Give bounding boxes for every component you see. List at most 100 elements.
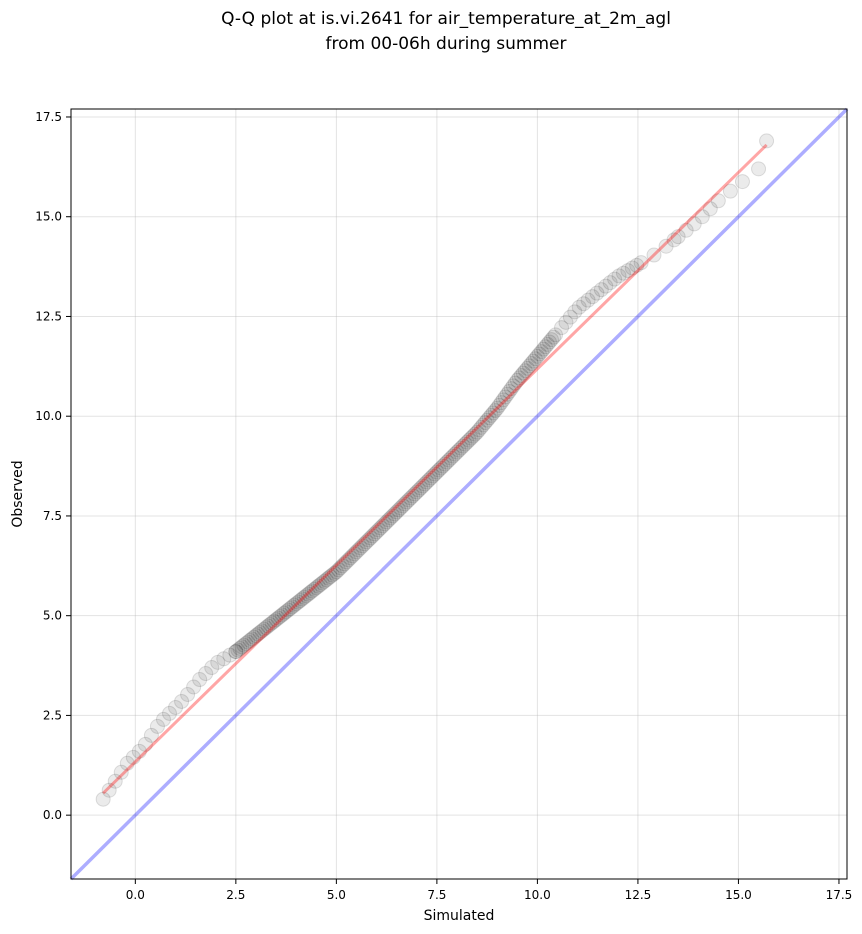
quantile-point bbox=[535, 341, 551, 357]
quantile-point bbox=[252, 624, 268, 640]
plot-area-frame bbox=[70, 108, 848, 880]
quantile-point bbox=[272, 608, 288, 624]
quantile-point bbox=[328, 564, 344, 580]
quantile-point bbox=[507, 375, 523, 391]
y-tick-label: 17.5 bbox=[35, 110, 62, 124]
quantile-point bbox=[113, 764, 129, 780]
quantile-point bbox=[155, 711, 171, 727]
quantile-point bbox=[658, 238, 674, 254]
quantile-point bbox=[186, 679, 202, 695]
quantile-point bbox=[580, 292, 596, 308]
quantile-point bbox=[489, 400, 505, 416]
quantile-point bbox=[666, 232, 682, 248]
quantile-point bbox=[278, 604, 294, 620]
quantile-point bbox=[477, 415, 493, 431]
quantile-point bbox=[326, 565, 342, 581]
quantile-point bbox=[332, 560, 348, 576]
quantile-point bbox=[545, 329, 561, 345]
quantile-point bbox=[751, 161, 767, 177]
quantile-point bbox=[302, 585, 318, 601]
quantile-point bbox=[537, 339, 553, 355]
quantile-point bbox=[357, 536, 373, 552]
quantile-point bbox=[469, 424, 485, 440]
quantile-point bbox=[439, 454, 455, 470]
quantile-point bbox=[479, 412, 495, 428]
quantile-point bbox=[242, 632, 258, 648]
quantile-point bbox=[310, 578, 326, 594]
quantile-point bbox=[415, 478, 431, 494]
quantile-point bbox=[254, 623, 270, 639]
quantile-point bbox=[369, 524, 385, 540]
quantile-point bbox=[584, 289, 600, 305]
quantile-point bbox=[363, 530, 379, 546]
quantile-point bbox=[523, 356, 539, 372]
identity-line-layer bbox=[69, 107, 849, 881]
quantile-point bbox=[558, 314, 574, 330]
y-tick-label: 7.5 bbox=[43, 509, 62, 523]
quantile-point bbox=[282, 601, 298, 617]
quantile-point bbox=[334, 558, 350, 574]
quantile-point bbox=[624, 260, 640, 276]
quantile-point bbox=[300, 586, 316, 602]
quantile-point bbox=[425, 468, 441, 484]
x-tick-label: 15.0 bbox=[725, 888, 752, 902]
quantile-points-layer bbox=[95, 133, 775, 807]
quantile-point bbox=[547, 327, 563, 343]
y-tick-label: 10.0 bbox=[35, 409, 62, 423]
quantile-point bbox=[296, 589, 312, 605]
quantile-point bbox=[759, 133, 775, 149]
quantile-point bbox=[162, 705, 178, 721]
quantile-point bbox=[511, 370, 527, 386]
quantile-point bbox=[567, 304, 583, 320]
quantile-point bbox=[274, 607, 290, 623]
quantile-point bbox=[483, 407, 499, 423]
quantile-point bbox=[367, 526, 383, 542]
quantile-point bbox=[204, 660, 220, 676]
quantile-point bbox=[517, 363, 533, 379]
quantile-point bbox=[391, 502, 407, 518]
quantile-point bbox=[312, 577, 328, 593]
quantile-point bbox=[268, 612, 284, 628]
quantile-point bbox=[256, 621, 272, 637]
quantile-point bbox=[487, 403, 503, 419]
quantile-point bbox=[320, 570, 336, 586]
x-tick-label: 7.5 bbox=[427, 888, 446, 902]
quantile-point bbox=[180, 686, 196, 702]
quantile-point bbox=[509, 372, 525, 388]
quantile-point bbox=[346, 546, 362, 562]
quantile-point bbox=[431, 462, 447, 478]
y-tick-label: 12.5 bbox=[35, 309, 62, 323]
quantile-point bbox=[198, 666, 214, 682]
y-tick-label: 2.5 bbox=[43, 708, 62, 722]
quantile-point bbox=[451, 442, 467, 458]
quantile-point bbox=[521, 358, 537, 374]
quantile-point bbox=[264, 615, 280, 631]
chart-title-line-1: Q-Q plot at is.vi.2641 for air_temperatu… bbox=[221, 9, 671, 29]
quantile-point bbox=[210, 654, 226, 670]
quantile-point bbox=[318, 572, 334, 588]
quantile-point bbox=[615, 265, 631, 281]
y-tick-label: 5.0 bbox=[43, 609, 62, 623]
quantile-point bbox=[694, 209, 710, 225]
quantile-point bbox=[381, 512, 397, 528]
quantile-point bbox=[475, 417, 491, 433]
quantile-point bbox=[137, 736, 153, 752]
quantile-point bbox=[611, 268, 627, 284]
quantile-point bbox=[646, 247, 662, 263]
quantile-point bbox=[232, 640, 248, 656]
quantile-point bbox=[576, 296, 592, 312]
quantile-point bbox=[244, 631, 260, 647]
quantile-point bbox=[174, 693, 190, 709]
quantile-point bbox=[411, 482, 427, 498]
quantile-point bbox=[248, 628, 264, 644]
identity-line bbox=[69, 107, 849, 881]
quantile-point bbox=[228, 644, 244, 660]
quantile-point bbox=[168, 699, 184, 715]
quantile-point bbox=[457, 436, 473, 452]
x-tick-label: 12.5 bbox=[625, 888, 652, 902]
x-tick-label: 0.0 bbox=[126, 888, 145, 902]
quantile-point bbox=[710, 193, 726, 209]
quantile-point bbox=[629, 257, 645, 273]
quantile-point bbox=[361, 532, 377, 548]
